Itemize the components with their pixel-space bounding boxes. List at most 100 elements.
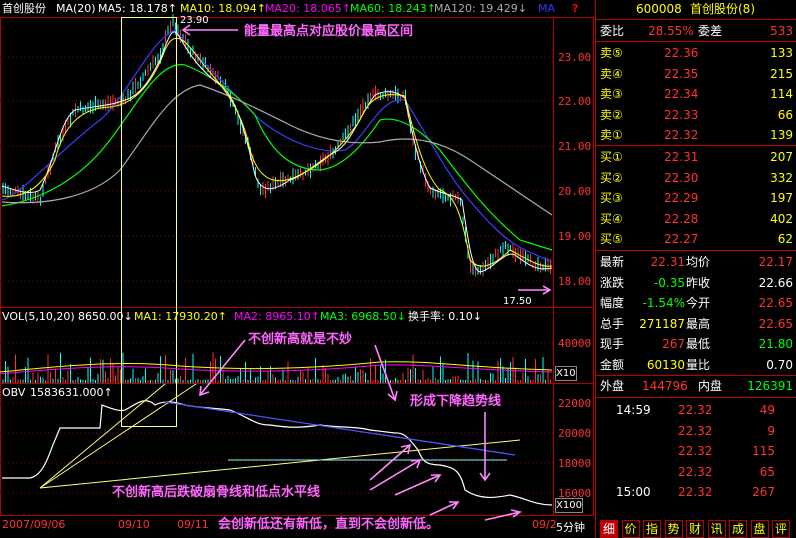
stat-label: 幅度	[600, 296, 625, 310]
vol-ma3: MA3: 6968.50↓	[320, 310, 406, 323]
stock-code: 600008	[636, 2, 682, 16]
ma-more: MA	[538, 2, 556, 15]
divider	[596, 41, 796, 42]
ma10-line	[1, 37, 553, 267]
info-tab[interactable]: 评	[772, 520, 790, 538]
buy-order-row: 买⑤ 22.27 62	[596, 229, 796, 249]
ma120-line	[1, 29, 553, 263]
order-volume: 114	[770, 87, 793, 101]
price-tick: 18.00	[558, 275, 591, 288]
tick-time: 14:59	[616, 403, 651, 417]
tick-row: 14:59 22.32 49	[596, 400, 796, 420]
divider	[596, 375, 796, 376]
info-tab[interactable]: 财	[686, 520, 704, 538]
outer-value: 144796	[642, 379, 688, 393]
annotation-top: 能量最高点对应股价最高区间	[244, 23, 413, 39]
order-price: 22.33	[664, 107, 699, 122]
divider	[596, 250, 796, 251]
stat-value: 22.17	[758, 255, 793, 269]
obv-line	[2, 400, 553, 506]
sell-order-row: 卖⑤ 22.36 133	[596, 43, 796, 63]
order-price: 22.30	[664, 170, 699, 185]
info-tab[interactable]: 成	[729, 520, 747, 538]
stat-label: 今开	[686, 296, 711, 310]
price-tick: 20.00	[558, 185, 591, 198]
vol-ma2: MA2: 8965.10↑	[234, 310, 320, 323]
outer-inner-row: 外盘 144796 内盘 126391	[596, 376, 796, 396]
order-volume: 402	[770, 211, 793, 226]
help-icon[interactable]: ?	[572, 2, 579, 15]
divider	[596, 145, 796, 146]
stat-row: 幅度 -1.54% 今开 22.65	[596, 293, 796, 313]
info-tab[interactable]: 价	[621, 520, 640, 538]
vol-ma-line-2	[0, 364, 553, 375]
inner-value: 126391	[747, 379, 793, 393]
order-price: 22.35	[664, 66, 699, 81]
order-label: 卖②	[600, 107, 623, 122]
stat-value: 267	[662, 337, 685, 351]
turnover-rate: 换手率: 0.10↓	[408, 310, 482, 323]
obv-value: 1583631.000↑	[30, 386, 113, 399]
chart-grid	[0, 17, 594, 516]
stat-label: 量比	[686, 357, 711, 372]
order-volume: 66	[777, 107, 793, 122]
info-tab[interactable]: 细	[600, 520, 618, 538]
info-tab[interactable]: 讯	[707, 520, 726, 538]
weicha-value: 533	[770, 24, 793, 38]
stat-label: 昨收	[686, 275, 711, 290]
order-price: 22.34	[664, 87, 699, 101]
order-price: 22.31	[664, 150, 699, 164]
tick-row: 22.32 9	[596, 421, 796, 441]
annotation-break: 不创新高后跌破扇骨线和低点水平线	[112, 484, 320, 500]
stat-value: 21.80	[758, 337, 793, 351]
order-volume: 139	[770, 128, 793, 142]
weibi-value: 28.55%	[648, 24, 694, 38]
annotation-arrows	[181, 24, 552, 521]
obv-unit-badge: X100	[555, 498, 583, 513]
highlight-box	[121, 17, 177, 427]
divider	[596, 19, 796, 20]
stat-label: 现手	[600, 337, 625, 351]
price-tick: 23.00	[558, 51, 591, 64]
tick-row: 15:00 22.32 267	[596, 482, 796, 502]
vol-value: 8650.00↓	[78, 310, 133, 323]
buy-order-row: 买③ 22.29 197	[596, 188, 796, 208]
divider	[596, 397, 796, 398]
annotation-downtrend: 形成下降趋势线	[410, 393, 501, 409]
stat-value: 271187	[639, 316, 685, 331]
tick-time: 15:00	[616, 485, 651, 499]
tick-volume: 9	[767, 423, 775, 438]
stat-label: 最低	[686, 337, 711, 351]
order-price: 22.32	[664, 128, 699, 142]
obv-tick: 18000	[558, 457, 591, 470]
stat-row: 最新 22.31 均价 22.17	[596, 252, 796, 272]
annotation-no-new-high: 不创新高就是不妙	[248, 331, 352, 347]
period-selector[interactable]: 5分钟	[556, 521, 585, 534]
tick-volume: 49	[759, 403, 775, 417]
info-tab[interactable]: 指	[643, 520, 661, 538]
buy-order-row: 买① 22.31 207	[596, 147, 796, 167]
date-label: 2007/09/06	[2, 518, 66, 531]
tick-volume: 115	[752, 444, 775, 458]
order-volume: 215	[770, 66, 793, 81]
order-label: 卖④	[600, 66, 623, 81]
ma20-line	[1, 84, 553, 216]
ma60-value: MA60: 18.243↑	[350, 2, 436, 15]
ma120-value: MA120: 19.429↓	[434, 2, 527, 15]
sell-order-row: 卖① 22.32 139	[596, 125, 796, 145]
stat-value: 0.70	[766, 357, 793, 372]
kline-chart[interactable]: 23.00 22.00 21.00 20.00 19.00 18.00 4000…	[0, 0, 594, 538]
order-price: 22.28	[664, 211, 699, 226]
weicha-label: 委差	[698, 24, 723, 38]
info-tab[interactable]: 盘	[750, 520, 769, 538]
ma-indicator-title[interactable]: MA(20)	[56, 2, 96, 15]
price-scale: 23.00 22.00 21.00 20.00 19.00 18.00 4000…	[558, 51, 591, 500]
ma60-line	[1, 64, 553, 251]
order-label: 卖⑤	[600, 46, 623, 60]
outer-label: 外盘	[600, 379, 625, 393]
info-tab[interactable]: 势	[664, 520, 683, 538]
stat-label: 最新	[600, 255, 625, 269]
chart-area[interactable]: 23.00 22.00 21.00 20.00 19.00 18.00 4000…	[0, 0, 594, 538]
tick-price: 22.32	[678, 464, 713, 479]
stat-label: 均价	[686, 255, 711, 269]
